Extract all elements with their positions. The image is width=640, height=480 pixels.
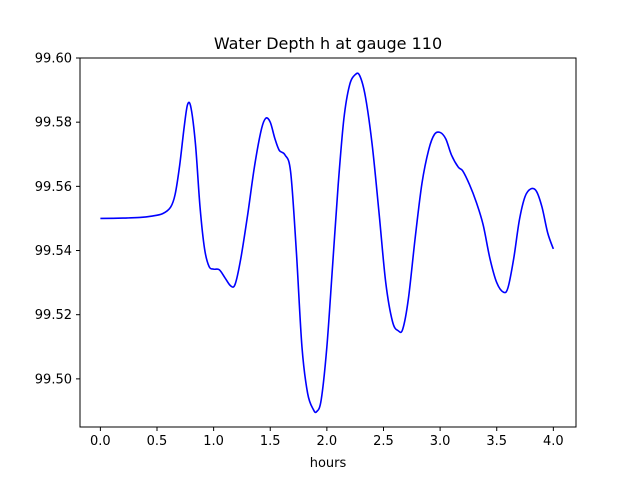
x-tick-label: 3.5: [486, 434, 507, 449]
x-tick-label: 1.5: [260, 434, 281, 449]
y-tick-label: 99.60: [35, 52, 72, 67]
y-tick-label: 99.50: [35, 372, 72, 387]
plot-frame: [79, 57, 577, 428]
y-tick-label: 99.56: [35, 180, 72, 195]
x-tick-label: 0.5: [147, 434, 168, 449]
plot-layer: [100, 72, 555, 414]
y-tick-label: 99.54: [35, 244, 72, 259]
x-axis: 0.0 0.5 1.0 1.5 2.0 2.5 3.0 3.5 4.0: [90, 427, 564, 449]
chart-title: Water Depth h at gauge 110: [214, 34, 442, 53]
y-tick-label: 99.58: [35, 116, 72, 131]
y-axis: 99.50 99.52 99.54 99.56 99.58 99.60: [35, 52, 80, 387]
x-tick-label: 2.0: [317, 434, 338, 449]
x-tick-label: 3.0: [430, 434, 451, 449]
x-tick-label: 0.0: [90, 434, 111, 449]
y-tick-label: 99.52: [35, 308, 72, 323]
x-axis-label: hours: [310, 456, 347, 471]
x-tick-label: 4.0: [543, 434, 564, 449]
series-line: [100, 72, 555, 414]
x-tick-label: 1.0: [203, 434, 224, 449]
x-tick-label: 2.5: [373, 434, 394, 449]
